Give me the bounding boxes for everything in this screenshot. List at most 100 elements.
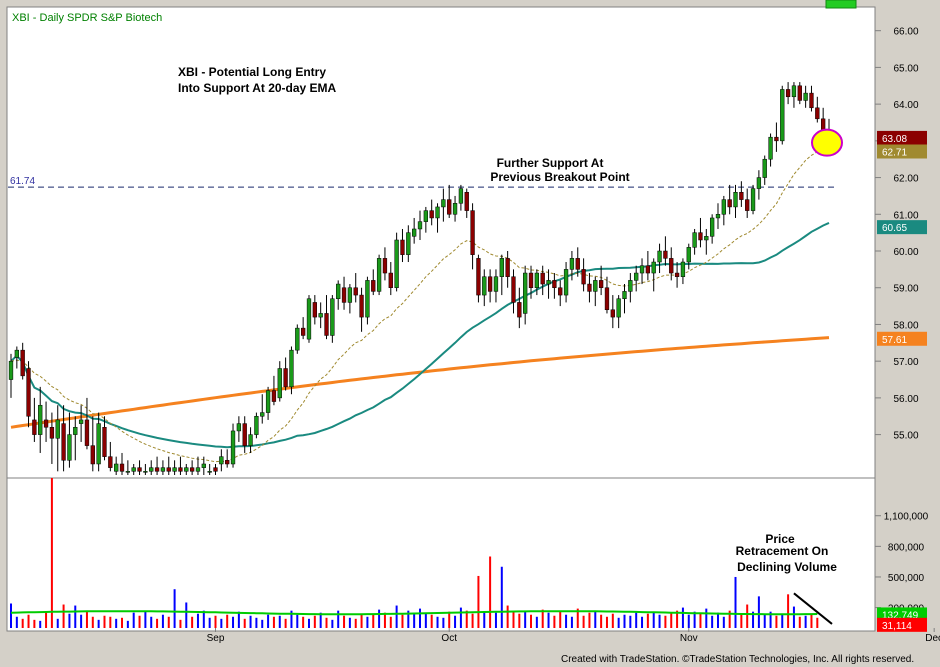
highlight-circle	[811, 128, 843, 157]
ma-200-line	[10, 336, 830, 429]
candle-body	[102, 427, 107, 457]
candle-body	[809, 92, 814, 109]
candle-body	[166, 467, 171, 472]
candle-body	[172, 467, 177, 472]
candle-body	[750, 188, 756, 211]
ema-20-line	[10, 148, 830, 463]
x-axis-label: Nov	[680, 633, 698, 644]
candle-body	[213, 467, 218, 472]
candle-body	[476, 258, 481, 296]
candle-body	[558, 287, 563, 296]
candle-body	[43, 419, 49, 428]
candle-body	[563, 269, 569, 296]
candle-body	[791, 85, 797, 98]
candle-body	[336, 283, 341, 299]
price-value-tag-label: 63.08	[882, 134, 907, 145]
candle-body	[493, 276, 499, 292]
price-value-tag	[877, 144, 927, 159]
price-tick-label: 62.00	[893, 174, 918, 185]
candle-body	[96, 423, 101, 465]
volume-tick-label: 800,000	[888, 542, 925, 553]
candle-body	[756, 177, 762, 189]
candle-body	[821, 118, 826, 131]
price-tick-label: 64.00	[893, 100, 918, 111]
candle-body	[423, 210, 428, 222]
candle-body	[546, 280, 551, 285]
candle-body	[312, 302, 317, 318]
candle-body	[569, 258, 575, 270]
candle-body	[727, 199, 732, 208]
candle-body	[674, 272, 680, 277]
candle-body	[639, 265, 645, 274]
candle-body	[55, 419, 60, 439]
price-tick-label: 56.00	[893, 394, 918, 405]
candle-body	[84, 419, 90, 446]
candle-body	[593, 280, 598, 292]
candle-body	[505, 258, 510, 277]
candle-body	[306, 298, 312, 340]
candle-body	[8, 360, 14, 380]
candle-body	[762, 158, 767, 178]
candle-body	[680, 261, 686, 277]
candle-body	[528, 272, 534, 288]
x-axis-label: Sep	[207, 633, 225, 644]
x-axis-label: Oct	[441, 633, 457, 644]
candle-body	[318, 313, 323, 318]
candle-body	[487, 276, 493, 292]
candle-body	[610, 309, 615, 318]
volume-tick-label: 500,000	[888, 573, 925, 584]
footer-copyright: Created with TradeStation. ©TradeStation…	[561, 654, 915, 665]
candle-body	[785, 89, 791, 98]
candle-body	[622, 291, 627, 299]
candle-body	[412, 228, 417, 237]
candle-body	[230, 430, 236, 465]
candle-body	[534, 272, 540, 288]
candle-body	[417, 221, 423, 230]
candle-body	[400, 239, 405, 255]
candle-body	[704, 236, 709, 241]
candle-body	[669, 258, 674, 274]
price-tick-label: 55.00	[893, 431, 918, 442]
candle-body	[517, 302, 522, 318]
candle-body	[154, 467, 160, 472]
corner-indicator	[825, 0, 857, 9]
volume-trend-arrow	[793, 592, 833, 625]
candle-body	[189, 467, 195, 472]
candle-body	[108, 456, 113, 468]
candle-body	[774, 136, 779, 142]
candle-body	[540, 272, 545, 285]
candle-body	[686, 247, 691, 263]
price-value-tag	[877, 130, 927, 145]
x-axis-label: Dec	[925, 633, 940, 644]
price-value-tag	[877, 220, 927, 235]
candle-body	[125, 471, 131, 473]
candle-body	[248, 434, 253, 446]
candle-body	[178, 467, 183, 472]
candle-body	[575, 258, 580, 270]
candle-body	[78, 419, 84, 424]
candle-body	[219, 456, 224, 465]
candle-body	[359, 294, 364, 318]
candle-body	[523, 272, 528, 314]
candle-body	[581, 269, 586, 285]
candle-body	[14, 349, 19, 358]
candle-body	[236, 423, 242, 432]
candle-body	[20, 349, 25, 377]
candle-body	[119, 463, 125, 472]
candle-body	[715, 214, 721, 219]
candle-body	[406, 232, 411, 255]
candle-body	[452, 203, 458, 215]
candle-body	[143, 471, 148, 473]
candle-body	[353, 287, 358, 296]
candle-body	[347, 287, 353, 303]
breakout-label: 61.74	[10, 176, 35, 187]
candle-body	[201, 463, 206, 468]
candle-body	[692, 232, 697, 248]
candle-body	[254, 415, 259, 435]
candle-body	[628, 280, 633, 292]
price-value-tag-label: 57.61	[882, 335, 907, 346]
candle-body	[780, 89, 785, 142]
candle-body	[300, 327, 306, 336]
candle-body	[184, 467, 189, 472]
